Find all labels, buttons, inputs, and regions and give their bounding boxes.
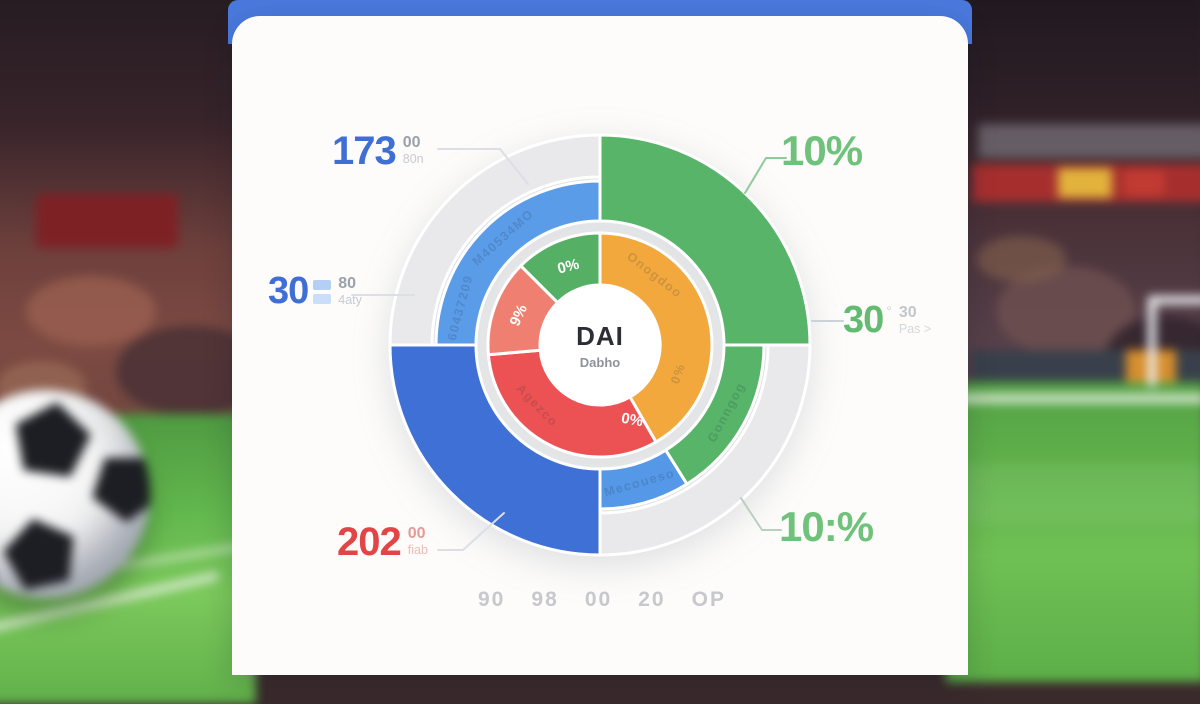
left-ad-board (36, 194, 178, 248)
right-banner-yellow (1058, 168, 1112, 198)
metric-sub2: Pas > (898, 322, 932, 337)
axis-tick: 20 (638, 588, 666, 611)
axis-tick: OP (691, 588, 726, 611)
legend-swatch (313, 280, 332, 290)
metric-bottom-left: 202 00 fiab (337, 522, 428, 562)
metric-sub2: 4aty (338, 293, 362, 308)
right-roof (978, 124, 1200, 158)
metric-left: 30 80 4aty (268, 272, 362, 310)
axis-tick: 98 (531, 588, 559, 611)
metric-sup: ° (886, 303, 892, 319)
pitch-band (946, 464, 1200, 522)
right-pitch (946, 382, 1200, 682)
ball-pentagon (9, 397, 94, 479)
axis-tick: 90 (478, 588, 506, 611)
metric-value: 10:% (779, 503, 874, 550)
metric-value: 10% (781, 127, 863, 174)
center-title: DAI (576, 321, 624, 351)
goal-crossbar (1148, 296, 1200, 304)
legend-swatch (313, 294, 332, 304)
pitch-line (946, 394, 1200, 403)
metric-right: 30 ° 30 Pas > (843, 301, 931, 339)
metric-sub: 00 (407, 525, 426, 542)
metric-top-right: 10% (781, 127, 863, 174)
axis-tick: 00 (584, 588, 613, 611)
metric-top-left: 173 00 80n (332, 131, 424, 171)
metric-value: 30 (268, 270, 309, 312)
right-banner-red (1124, 170, 1164, 196)
legend-swatches (313, 280, 332, 304)
metric-value: 173 (332, 129, 397, 173)
metric-sub: 80 (338, 275, 357, 292)
ball-pentagon (0, 511, 82, 592)
ball-pentagon (0, 530, 5, 598)
crowd-blob (26, 276, 156, 346)
goal-post (1148, 298, 1156, 386)
metric-sub2: 80n (402, 152, 424, 167)
ball-pentagon (82, 438, 150, 530)
chart-center-label: DAI Dabho (540, 321, 660, 370)
metric-bottom-right: 10:% (779, 503, 874, 550)
crowd-blob (976, 236, 1066, 282)
metric-value: 202 (337, 520, 402, 564)
axis-row: 90 98 00 20 OP (478, 588, 726, 612)
metric-value: 30 (843, 299, 884, 341)
center-subtitle: Dabho (579, 355, 621, 370)
metric-sub2: fiab (407, 543, 428, 558)
metric-sub: 30 (898, 304, 917, 321)
metric-sub: 00 (402, 134, 421, 151)
